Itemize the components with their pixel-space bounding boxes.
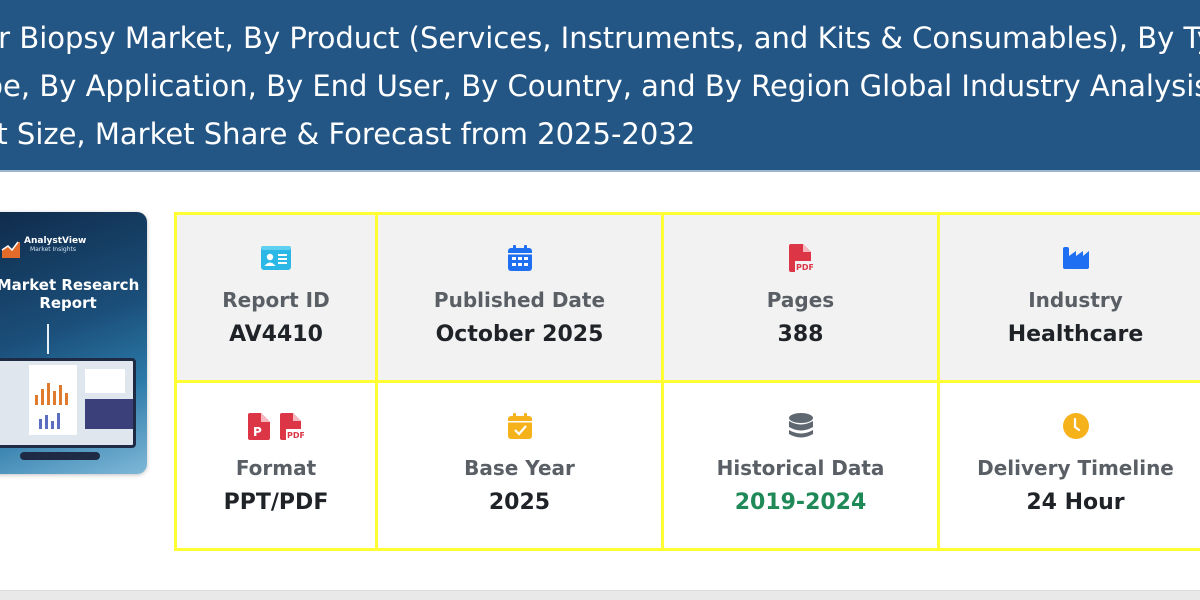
published-date-label: Published Date [433,288,606,312]
report-title-line-3: Market Size, Market Share & Forecast fro… [0,117,696,151]
file-pdf-icon: PDF [788,244,813,272]
industry-label: Industry [1028,288,1123,312]
info-cell-historical-data: Historical Data 2019-2024 [664,383,940,548]
cover-divider [47,324,49,354]
svg-text:P: P [253,425,262,439]
cover-chart-panel [29,365,77,435]
page-header: Cancer Biopsy Market, By Product (Servic… [0,0,1200,172]
delivery-timeline-label: Delivery Timeline [977,456,1174,480]
info-cell-published-date: Published Date October 2025 [378,215,664,383]
svg-text:PDF: PDF [796,263,813,272]
report-id-value: AV4410 [229,322,323,347]
analystview-logo-icon [1,241,20,258]
cover-monitor-illustration [0,358,136,448]
cover-donut-panel [85,399,133,429]
pages-label: Pages [766,288,835,312]
historical-data-value: 2019-2024 [734,490,867,515]
cover-monitor-stand [20,452,100,460]
report-info-grid: Report ID AV4410 Published Date October … [174,212,1200,551]
format-value: PPT/PDF [223,490,329,515]
calendar-check-icon [507,413,532,439]
pages-value: 388 [777,322,824,347]
format-label: Format [235,456,317,480]
file-ppt-icon: P [248,412,270,440]
report-title: Cancer Biopsy Market, By Product (Servic… [0,14,1200,158]
page-section-divider [0,590,1200,600]
info-cell-report-id: Report ID AV4410 [177,215,378,383]
base-year-label: Base Year [464,456,575,480]
report-title-line-2: By Type, By Application, By End User, By… [0,69,1200,103]
cover-brand: AnalystView Market Insights [24,236,86,253]
calendar-icon [507,245,532,271]
cover-mini-chart [85,369,125,393]
report-title-line-1: Cancer Biopsy Market, By Product (Servic… [0,21,1200,55]
base-year-value: 2025 [488,490,551,515]
industry-icon [1062,247,1089,269]
cover-brand-name: AnalystView [24,236,87,246]
info-cell-pages: PDF Pages 388 [664,215,940,383]
svg-text:PDF: PDF [287,431,304,440]
info-cell-delivery-timeline: Delivery Timeline 24 Hour [940,383,1200,548]
file-pdf-icon: PDF [280,412,304,440]
info-cell-format: P PDF Format PPT/PDF [177,383,378,548]
clock-icon [1062,413,1089,439]
id-card-icon [261,246,291,270]
published-date-value: October 2025 [435,322,604,347]
info-cell-base-year: Base Year 2025 [378,383,664,548]
info-cell-industry: Industry Healthcare [940,215,1200,383]
industry-value: Healthcare [1007,322,1144,347]
cover-title: Market Research Report [0,276,140,312]
report-id-label: Report ID [222,288,330,312]
report-cover-image: AnalystView Market Insights Market Resea… [0,212,147,474]
cover-brand-tagline: Market Insights [30,246,76,253]
database-icon [788,413,813,438]
delivery-timeline-value: 24 Hour [1026,490,1125,515]
historical-data-label: Historical Data [716,456,885,480]
